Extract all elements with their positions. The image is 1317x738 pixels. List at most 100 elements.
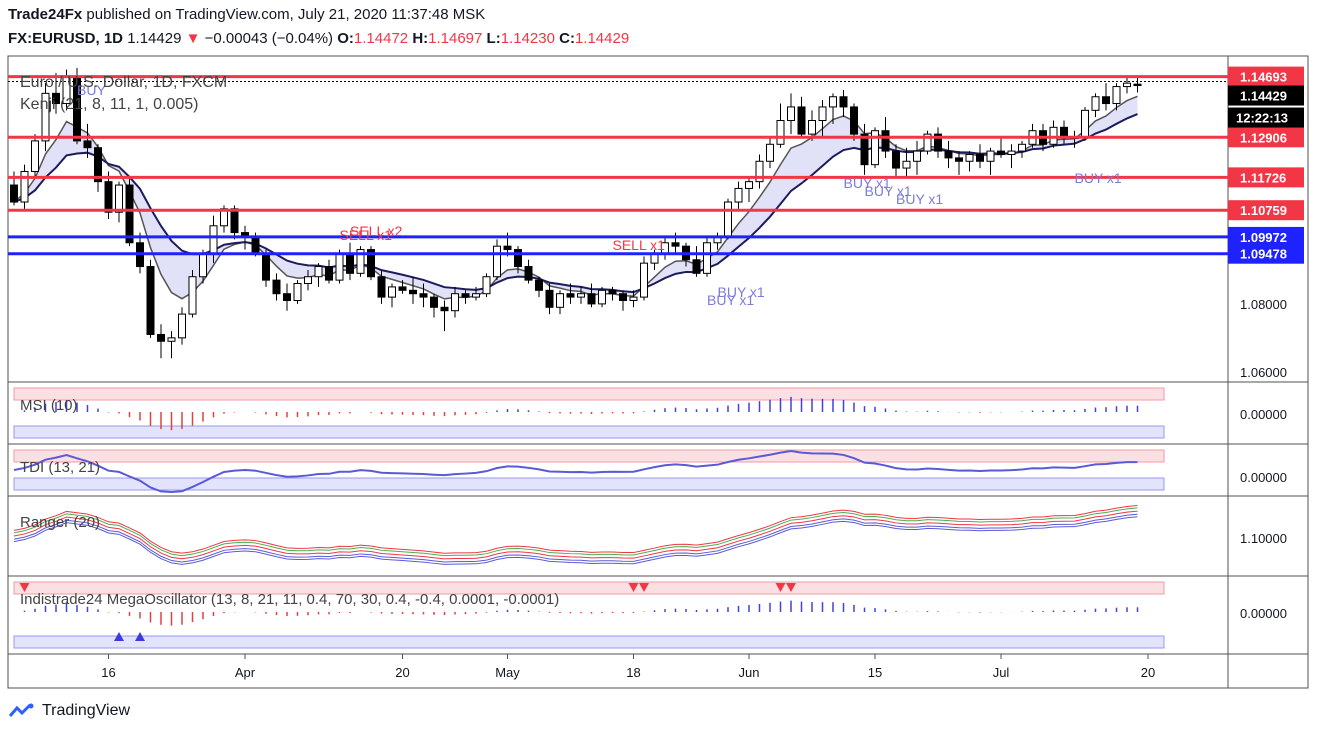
candle: [10, 184, 18, 203]
signal-triangle: [628, 583, 639, 592]
signal-triangle: [775, 583, 786, 592]
candle: [556, 293, 564, 308]
indicator-label-megaoscillator: Indistrade24 MegaOscillator (13, 8, 21, …: [20, 591, 559, 608]
countdown-label: 12:22:13: [1236, 111, 1288, 126]
candle: [157, 333, 165, 342]
last-price: 1.14429: [127, 30, 182, 47]
x-tick-label: 20: [1141, 665, 1155, 680]
candle: [461, 293, 470, 298]
open-label: O:: [337, 30, 354, 47]
candle: [545, 289, 554, 308]
signal-annotation: SELL x1: [340, 227, 393, 243]
candle: [262, 252, 270, 281]
kenji-cloud: [14, 96, 1138, 299]
ranger-line: [13, 510, 1138, 560]
candle: [440, 306, 449, 312]
candle: [913, 150, 921, 162]
candle: [965, 153, 974, 162]
symbol-label: FX:EURUSD, 1D: [8, 30, 124, 47]
price-line-label: 1.09478: [1240, 247, 1287, 262]
price-line-label: 1.11726: [1240, 170, 1286, 185]
signal-triangle: [786, 583, 796, 592]
candle: [997, 150, 1005, 155]
high-label: H:: [412, 30, 429, 47]
candle: [1112, 86, 1121, 105]
indicator-label-msi: MSI (10): [20, 397, 78, 414]
price-line-label: 1.10759: [1240, 203, 1287, 218]
price-line-label-bg: [1228, 127, 1304, 148]
y-tick-label: 0.00000: [1240, 407, 1287, 422]
x-tick-label: 18: [626, 665, 640, 680]
candle: [199, 252, 207, 278]
candle: [598, 289, 606, 305]
x-tick-label: 15: [868, 665, 882, 680]
candle: [766, 143, 774, 162]
x-tick-label: 16: [101, 665, 115, 680]
candle: [829, 96, 837, 108]
candle: [356, 249, 365, 274]
candle: [325, 266, 333, 281]
x-tick-label: 20: [395, 665, 409, 680]
price-line-label: 1.14693: [1240, 70, 1287, 85]
price-line-label-bg: [1228, 200, 1304, 221]
candle: [209, 225, 218, 254]
candle: [881, 130, 890, 152]
high-value: 1.14697: [428, 30, 483, 47]
candle: [955, 157, 963, 162]
candle: [472, 293, 480, 298]
candle: [871, 130, 879, 166]
candle: [808, 120, 816, 135]
tradingview-logo-icon: [8, 703, 34, 717]
candle: [902, 160, 911, 169]
candle: [115, 184, 123, 213]
price-line-label-bg: [1228, 226, 1304, 247]
msi-lower-band: [13, 425, 1165, 439]
close-label: C:: [559, 30, 575, 47]
signal-triangle: [135, 632, 145, 641]
candle: [409, 289, 417, 295]
countdown-label-bg: [1228, 107, 1304, 128]
candle: [566, 293, 575, 298]
signal-annotation: BUY x1: [896, 191, 943, 207]
tradingview-brand: TradingView: [42, 702, 131, 719]
megaosc-upper-band: [13, 581, 1165, 595]
signal-annotation: BUY x1: [844, 175, 891, 191]
candle: [94, 147, 102, 183]
candle: [976, 153, 984, 162]
candle: [1123, 82, 1131, 88]
candle: [41, 92, 50, 142]
ranger-line: [13, 507, 1138, 557]
signal-annotation: SELL x1: [613, 237, 666, 253]
candle: [1081, 109, 1089, 139]
signal-triangle: [639, 583, 649, 592]
candle: [167, 337, 176, 342]
candle: [619, 293, 627, 302]
publish-info: Trade24Fx published on TradingView.com, …: [8, 6, 485, 23]
candle: [146, 266, 155, 335]
candle: [692, 259, 701, 274]
open-value: 1.14472: [353, 30, 409, 47]
candle: [482, 276, 491, 295]
candle: [1018, 143, 1026, 152]
signal-triangle: [114, 632, 124, 641]
candle: [944, 150, 953, 159]
candle: [755, 160, 764, 183]
candle: [1133, 83, 1142, 87]
chart-title: Euro / U.S. Dollar, 1D, FXCM: [20, 74, 227, 91]
candle: [188, 276, 197, 315]
signal-annotation: BUY x1: [1075, 170, 1122, 186]
x-tick-label: Apr: [235, 665, 256, 680]
candle: [671, 242, 680, 247]
candle: [986, 150, 995, 162]
symbol-line: FX:EURUSD, 1D 1.14429 ▼ −0.00043 (−0.04%…: [8, 30, 629, 47]
published-text: published on TradingView.com, July 21, 2…: [86, 6, 486, 23]
candle: [20, 170, 29, 203]
candle: [388, 286, 396, 298]
candle: [892, 150, 900, 169]
megaosc-lower-band: [13, 635, 1165, 649]
price-change: −0.00043 (−0.04%): [204, 30, 334, 47]
candle: [703, 242, 711, 274]
candle: [52, 92, 60, 105]
